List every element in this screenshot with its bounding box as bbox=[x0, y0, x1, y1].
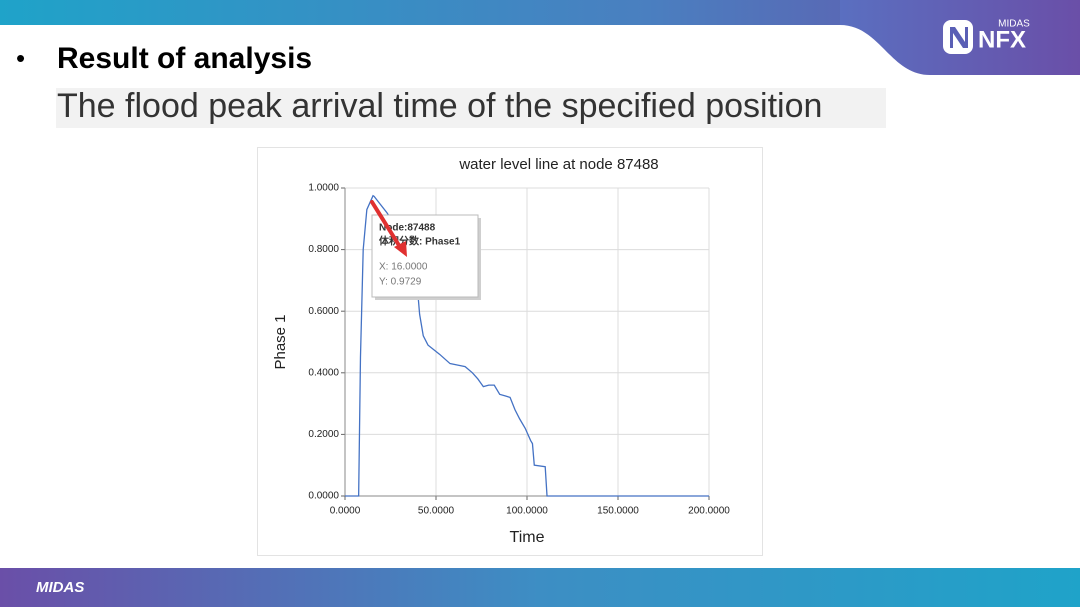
subheading: The flood peak arrival time of the speci… bbox=[57, 87, 822, 125]
chart-frame bbox=[257, 147, 763, 556]
y-tick-label: 0.6000 bbox=[308, 306, 339, 317]
bottom-bar bbox=[0, 568, 1080, 607]
arrow-head bbox=[394, 241, 407, 257]
y-tick-label: 1.0000 bbox=[308, 183, 339, 194]
x-tick-label: 50.0000 bbox=[418, 506, 455, 517]
y-axis-label: Phase 1 bbox=[272, 314, 289, 369]
tooltip-text: X: 16.0000 bbox=[379, 262, 428, 273]
chart-title: water level line at node 87488 bbox=[458, 156, 658, 173]
y-tick-label: 0.2000 bbox=[308, 429, 339, 440]
footer-logo: MIDAS bbox=[36, 579, 84, 596]
tooltip-text: Y: 0.9729 bbox=[379, 277, 422, 288]
y-tick-label: 0.8000 bbox=[308, 244, 339, 255]
subheading-bg bbox=[56, 88, 886, 128]
y-tick-label: 0.0000 bbox=[308, 491, 339, 502]
heading: Result of analysis bbox=[57, 42, 312, 75]
bullet: • bbox=[16, 43, 25, 73]
y-tick-label: 0.4000 bbox=[308, 367, 339, 378]
data-line bbox=[345, 194, 709, 497]
x-tick-label: 150.0000 bbox=[597, 506, 639, 517]
logo-big: NFX bbox=[978, 26, 1026, 53]
tooltip-text: Node:87488 bbox=[379, 223, 436, 234]
x-tick-label: 200.0000 bbox=[688, 506, 730, 517]
logo-icon-n bbox=[950, 27, 968, 48]
x-tick-label: 0.0000 bbox=[330, 506, 361, 517]
arrow-shaft bbox=[370, 200, 402, 249]
x-tick-label: 100.0000 bbox=[506, 506, 548, 517]
logo-small: MIDAS bbox=[998, 19, 1030, 30]
x-axis-label: Time bbox=[510, 529, 545, 546]
chart: water level line at node 87488 Time Phas… bbox=[257, 147, 763, 556]
